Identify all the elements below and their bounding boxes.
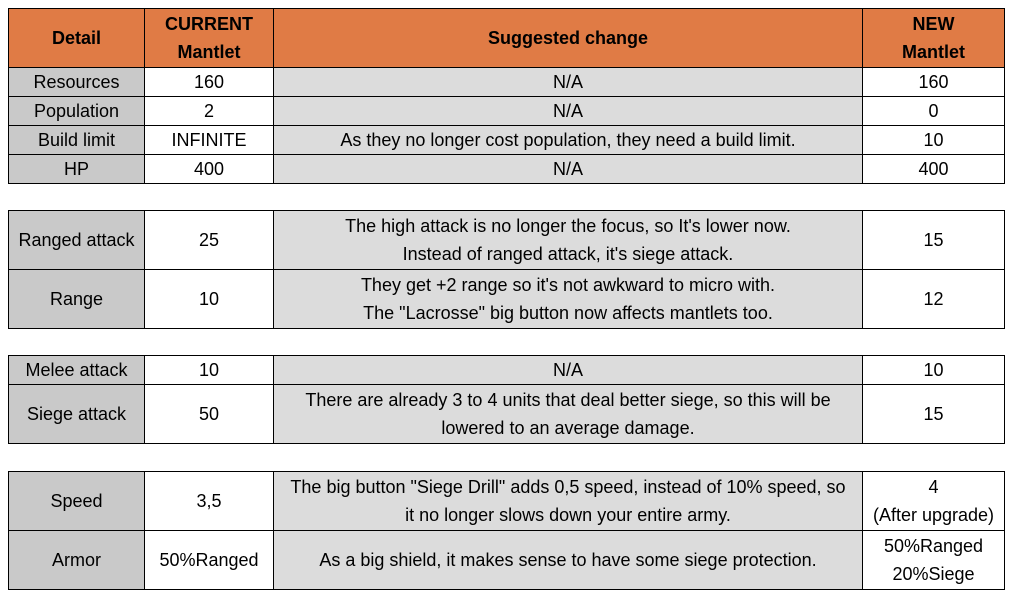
header-new: NEW Mantlet bbox=[862, 8, 1005, 68]
current-cell: 10 bbox=[144, 269, 274, 329]
current-cell: INFINITE bbox=[144, 125, 274, 155]
suggested-cell: As a big shield, it makes sense to have … bbox=[273, 530, 863, 590]
table-row: Speed 3,5 The big button "Siege Drill" a… bbox=[8, 471, 1005, 531]
suggested-cell: N/A bbox=[273, 67, 863, 97]
new-cell: 15 bbox=[862, 210, 1005, 270]
detail-cell: Speed bbox=[8, 471, 145, 531]
new-cell: 4 (After upgrade) bbox=[862, 471, 1005, 531]
suggested-cell: There are already 3 to 4 units that deal… bbox=[273, 384, 863, 444]
header-detail: Detail bbox=[8, 8, 145, 68]
table-row: Range 10 They get +2 range so it's not a… bbox=[8, 269, 1005, 329]
current-cell: 25 bbox=[144, 210, 274, 270]
table-row: Ranged attack 25 The high attack is no l… bbox=[8, 210, 1005, 270]
table-row: Resources 160 N/A 160 bbox=[8, 67, 1005, 97]
current-cell: 50 bbox=[144, 384, 274, 444]
suggested-cell: N/A bbox=[273, 96, 863, 126]
detail-cell: Resources bbox=[8, 67, 145, 97]
new-cell: 50%Ranged 20%Siege bbox=[862, 530, 1005, 590]
table-row: Build limit INFINITE As they no longer c… bbox=[8, 125, 1005, 155]
stats-table-general: Detail CURRENT Mantlet Suggested change … bbox=[8, 8, 1005, 184]
detail-cell: Armor bbox=[8, 530, 145, 590]
new-cell: 400 bbox=[862, 154, 1005, 184]
header-row: Detail CURRENT Mantlet Suggested change … bbox=[8, 8, 1005, 68]
new-cell: 10 bbox=[862, 125, 1005, 155]
table-row: Armor 50%Ranged As a big shield, it make… bbox=[8, 530, 1005, 590]
suggested-cell: They get +2 range so it's not awkward to… bbox=[273, 269, 863, 329]
suggested-cell: N/A bbox=[273, 355, 863, 385]
detail-cell: Melee attack bbox=[8, 355, 145, 385]
new-cell: 0 bbox=[862, 96, 1005, 126]
new-cell: 10 bbox=[862, 355, 1005, 385]
table-row: Siege attack 50 There are already 3 to 4… bbox=[8, 384, 1005, 444]
detail-cell: HP bbox=[8, 154, 145, 184]
detail-cell: Build limit bbox=[8, 125, 145, 155]
stats-table-ranged: Ranged attack 25 The high attack is no l… bbox=[8, 210, 1005, 329]
new-cell: 12 bbox=[862, 269, 1005, 329]
current-cell: 2 bbox=[144, 96, 274, 126]
suggested-cell: As they no longer cost population, they … bbox=[273, 125, 863, 155]
detail-cell: Population bbox=[8, 96, 145, 126]
new-cell: 160 bbox=[862, 67, 1005, 97]
table-row: Population 2 N/A 0 bbox=[8, 96, 1005, 126]
detail-cell: Siege attack bbox=[8, 384, 145, 444]
stats-table-mobility: Speed 3,5 The big button "Siege Drill" a… bbox=[8, 471, 1005, 590]
new-cell: 15 bbox=[862, 384, 1005, 444]
header-suggested: Suggested change bbox=[273, 8, 863, 68]
current-cell: 160 bbox=[144, 67, 274, 97]
current-cell: 10 bbox=[144, 355, 274, 385]
detail-cell: Ranged attack bbox=[8, 210, 145, 270]
suggested-cell: N/A bbox=[273, 154, 863, 184]
suggested-cell: The high attack is no longer the focus, … bbox=[273, 210, 863, 270]
detail-cell: Range bbox=[8, 269, 145, 329]
table-row: HP 400 N/A 400 bbox=[8, 154, 1005, 184]
stats-table-melee-siege: Melee attack 10 N/A 10 Siege attack 50 T… bbox=[8, 355, 1005, 444]
table-row: Melee attack 10 N/A 10 bbox=[8, 355, 1005, 385]
current-cell: 50%Ranged bbox=[144, 530, 274, 590]
current-cell: 400 bbox=[144, 154, 274, 184]
current-cell: 3,5 bbox=[144, 471, 274, 531]
suggested-cell: The big button "Siege Drill" adds 0,5 sp… bbox=[273, 471, 863, 531]
header-current: CURRENT Mantlet bbox=[144, 8, 274, 68]
